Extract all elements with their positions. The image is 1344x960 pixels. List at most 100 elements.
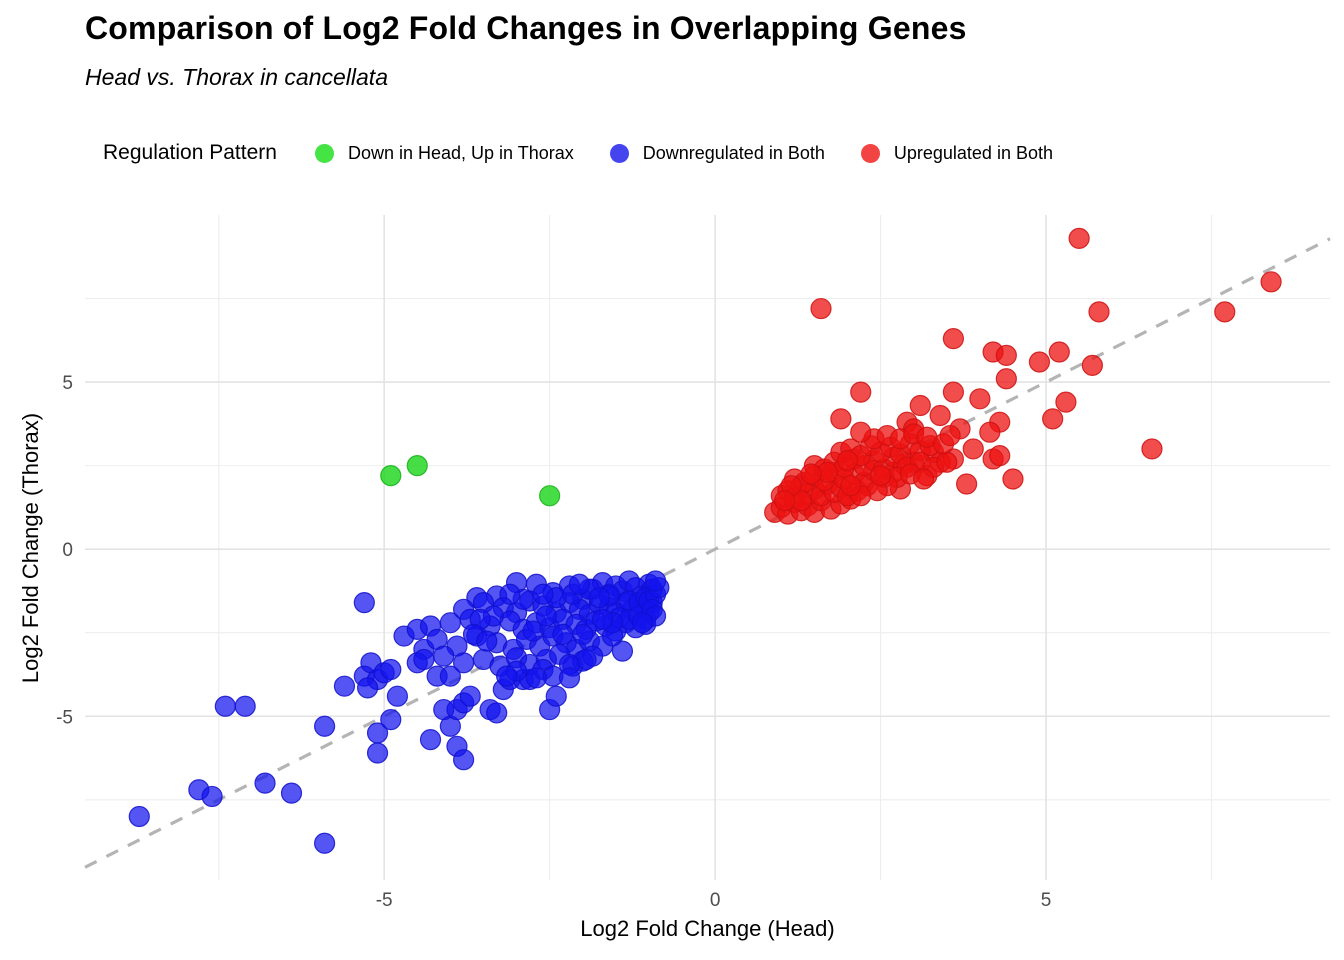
data-point (942, 381, 964, 403)
legend-item: Upregulated in Both (860, 142, 1053, 164)
data-point (1055, 391, 1077, 413)
data-point (380, 708, 402, 731)
data-point (314, 832, 336, 854)
data-point (850, 381, 872, 403)
data-point (406, 455, 428, 477)
legend-item-label: Downregulated in Both (642, 142, 825, 163)
data-point (419, 729, 442, 751)
data-point (499, 583, 521, 605)
data-point (588, 587, 610, 609)
data-point (800, 463, 822, 485)
data-point (929, 404, 951, 427)
data-point (909, 394, 931, 417)
data-point (830, 408, 852, 430)
x-tick-label: 0 (710, 890, 721, 911)
data-point (989, 445, 1011, 467)
data-point (1214, 301, 1236, 323)
data-point (836, 450, 859, 472)
data-point (413, 648, 435, 671)
identity-reference-line (84, 237, 1331, 869)
y-tick-label: 0 (62, 540, 73, 561)
x-axis-title: Log2 Fold Change (Head) (580, 916, 835, 941)
x-tick-label: -5 (376, 890, 393, 911)
data-point (1088, 301, 1110, 323)
data-point (1002, 468, 1024, 490)
data-point (439, 612, 461, 634)
data-point (353, 592, 375, 614)
data-point (1028, 351, 1051, 373)
data-point (979, 421, 1001, 443)
data-point (956, 473, 978, 495)
data-point (201, 785, 223, 808)
data-point (568, 573, 591, 595)
data-point (128, 805, 150, 828)
data-point (380, 465, 402, 487)
data-point (234, 695, 256, 717)
legend-item: Down in Head, Up in Thorax (314, 142, 574, 164)
data-point (380, 658, 402, 681)
chart-subtitle: Head vs. Thorax in cancellata (85, 64, 388, 90)
data-point (939, 424, 961, 447)
data-point (611, 640, 634, 662)
legend-swatch-icon (609, 143, 629, 163)
data-point (1141, 438, 1163, 460)
data-point (476, 630, 498, 652)
data-point (869, 465, 892, 487)
data-point (774, 490, 796, 512)
legend-item-label: Upregulated in Both (893, 142, 1053, 163)
data-point (942, 328, 964, 350)
data-point (995, 344, 1017, 366)
data-point (631, 612, 653, 634)
data-point (357, 677, 379, 699)
data-point (525, 667, 548, 689)
data-point (913, 468, 935, 490)
data-point (545, 685, 567, 707)
data-point (1260, 271, 1282, 293)
x-tick-label: 5 (1041, 890, 1052, 911)
data-point (1048, 341, 1070, 363)
y-axis-title: Log2 Fold Change (Thorax) (18, 412, 43, 684)
data-point (459, 685, 481, 707)
data-point (558, 667, 581, 689)
data-point (1081, 354, 1103, 376)
data-point (214, 695, 236, 717)
data-point (995, 368, 1017, 390)
data-point (522, 620, 544, 642)
data-point (850, 421, 872, 443)
data-point (280, 782, 303, 804)
data-point (386, 685, 409, 707)
chart-title: Comparison of Log2 Fold Changes in Overl… (85, 10, 967, 46)
data-point (936, 451, 958, 473)
data-point (333, 675, 356, 697)
data-point (535, 605, 557, 627)
data-point (572, 623, 594, 645)
legend-item-label: Down in Head, Up in Thorax (347, 142, 574, 163)
legend-swatch-icon (860, 143, 880, 163)
data-point (644, 570, 667, 592)
data-point (486, 702, 508, 724)
legend-item: Downregulated in Both (609, 142, 825, 164)
legend: Regulation Pattern Down in Head, Up in T… (103, 134, 1333, 172)
data-point (810, 297, 832, 320)
legend-title: Regulation Pattern (103, 141, 277, 164)
data-point (552, 623, 574, 645)
data-point (314, 715, 336, 737)
data-point (591, 608, 614, 630)
data-point (439, 665, 461, 687)
y-tick-label: -5 (56, 707, 73, 728)
data-point (1042, 408, 1064, 430)
data-point (254, 772, 276, 794)
data-point (969, 388, 991, 410)
data-point (452, 749, 475, 771)
data-point (366, 742, 389, 764)
legend-items: Down in Head, Up in Thorax Downregulated … (314, 142, 1089, 164)
legend-swatch-icon (314, 143, 334, 163)
y-tick-label: 5 (62, 373, 73, 394)
data-point (962, 438, 984, 460)
data-point (539, 485, 561, 507)
data-point (452, 652, 475, 674)
data-point (840, 475, 862, 497)
data-point (1068, 227, 1090, 249)
